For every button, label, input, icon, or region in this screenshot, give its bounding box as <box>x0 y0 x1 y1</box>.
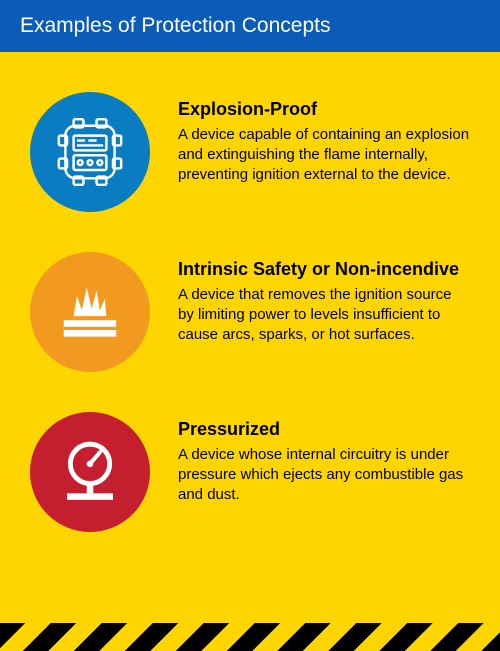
concept-desc: A device whose internal circuitry is und… <box>178 445 470 506</box>
page-title: Examples of Protection Concepts <box>20 14 331 37</box>
concept-row: Intrinsic Safety or Non-incendive A devi… <box>30 252 470 372</box>
icon-circle-pressurized <box>30 412 150 532</box>
hazard-stripe <box>0 623 500 651</box>
header-bar: Examples of Protection Concepts <box>0 0 500 52</box>
concept-desc: A device capable of containing an explos… <box>178 125 470 186</box>
infographic-page: Examples of Protection Concepts <box>0 0 500 651</box>
flame-surface-icon <box>49 271 131 353</box>
concept-title: Intrinsic Safety or Non-incendive <box>178 258 470 281</box>
concept-desc: A device that removes the ignition sourc… <box>178 285 470 346</box>
concept-text: Intrinsic Safety or Non-incendive A devi… <box>178 252 470 345</box>
meter-device-icon <box>49 111 131 193</box>
concept-title: Pressurized <box>178 418 470 441</box>
concept-row: Pressurized A device whose internal circ… <box>30 412 470 532</box>
icon-circle-intrinsic-safety <box>30 252 150 372</box>
content-body: Explosion-Proof A device capable of cont… <box>0 52 500 623</box>
concept-text: Explosion-Proof A device capable of cont… <box>178 92 470 185</box>
concept-row: Explosion-Proof A device capable of cont… <box>30 92 470 212</box>
icon-circle-explosion-proof <box>30 92 150 212</box>
concept-text: Pressurized A device whose internal circ… <box>178 412 470 505</box>
concept-title: Explosion-Proof <box>178 98 470 121</box>
gauge-icon <box>49 431 131 513</box>
